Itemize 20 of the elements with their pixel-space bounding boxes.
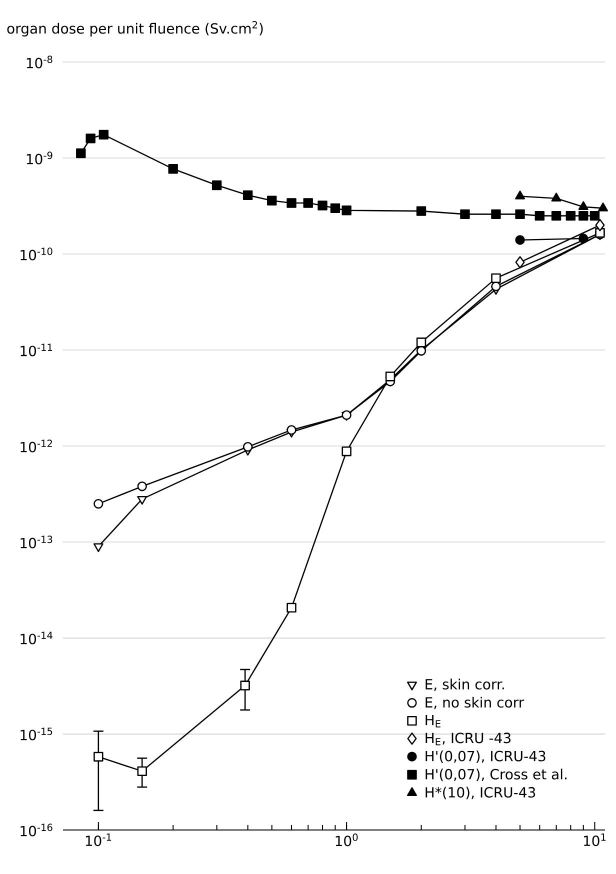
legend-label: E, no skin corr (426, 696, 524, 710)
y-tick-label: 10$^{-10}$ (20, 248, 52, 260)
x-tick-label: 10$^{-1}$ (86, 834, 112, 846)
y-tick-label: 10$^{-13}$ (20, 536, 52, 548)
y-tick-label: 10$^{-16}$ (20, 824, 52, 836)
y-tick-label: 10$^{-12}$ (20, 440, 52, 452)
y-tick-label: 10$^{-15}$ (20, 728, 52, 740)
legend-label: H'(0,07), ICRU-43 (426, 750, 546, 764)
y-tick-label: 10$^{-14}$ (20, 632, 52, 644)
legend-label: E, skin corr. (426, 678, 504, 691)
legend-label: H$_{E}$ (426, 714, 440, 728)
x-tick-label: 10$^{1}$ (584, 834, 606, 846)
legend-label: H'(0,07), Cross et al. (426, 768, 566, 782)
y-tick-label: 10$^{-11}$ (20, 344, 52, 356)
legend-label: H$_{E}$, ICRU -43 (426, 732, 511, 746)
x-tick-label: 10$^{0}$ (336, 834, 358, 846)
y-tick-label: 10$^{-8}$ (26, 56, 52, 68)
y-axis-title: organ dose per unit fluence (Sv.cm$^{2}$) (7, 21, 263, 36)
legend-label: H*(10), ICRU-43 (426, 786, 536, 800)
y-tick-label: 10$^{-9}$ (26, 152, 52, 164)
